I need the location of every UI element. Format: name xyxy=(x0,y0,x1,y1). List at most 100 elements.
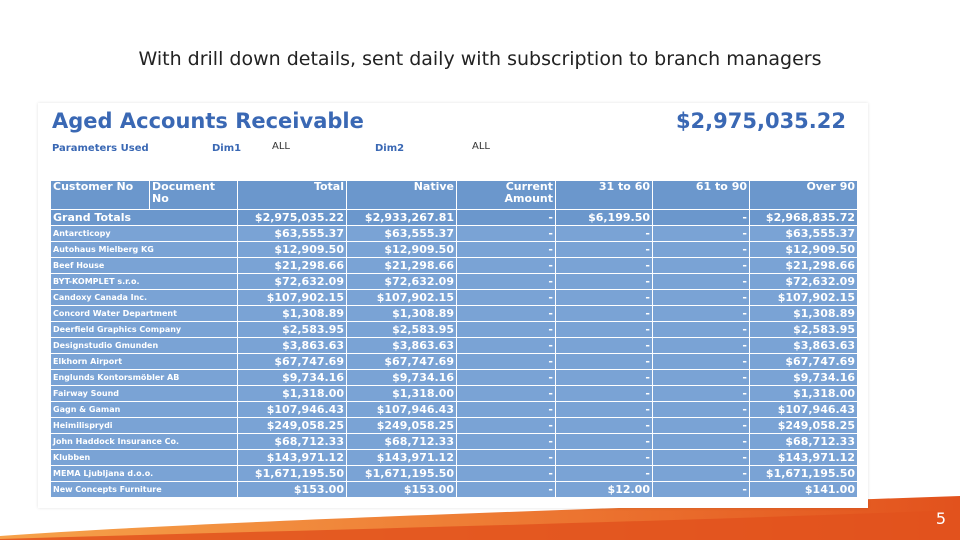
cell-31-60: - xyxy=(555,305,653,322)
page-number: 5 xyxy=(935,509,946,528)
customer-name-link[interactable]: John Haddock Insurance Co. xyxy=(50,433,238,450)
cell-total[interactable]: $107,902.15 xyxy=(237,289,347,306)
table-row[interactable]: Concord Water Department $1,308.89 $1,308.… xyxy=(50,305,858,322)
cell-over-90: $1,318.00 xyxy=(749,385,858,402)
table-row[interactable]: Fairway Sound $1,318.00 $1,318.00- - - $1,318… xyxy=(50,385,858,402)
cell-over-90: $141.00 xyxy=(749,481,858,498)
cell-native: $153.00 xyxy=(346,481,457,498)
customer-name-link[interactable]: Candoxy Canada Inc. xyxy=(50,289,238,306)
table-row[interactable]: Elkhorn Airport $67,747.69 $67,747.69- - - $6… xyxy=(50,353,858,370)
cell-61-90: - xyxy=(652,481,750,498)
table-row[interactable]: Autohaus Mielberg KG $12,909.50 $12,909.50… xyxy=(50,241,858,258)
column-header-document-no: Document No xyxy=(149,180,238,210)
cell-current: - xyxy=(456,337,556,354)
cell-total[interactable]: $9,734.16 xyxy=(237,369,347,386)
cell-native: $2,583.95 xyxy=(346,321,457,338)
customer-name-link[interactable]: Beef House xyxy=(50,257,238,274)
customer-name-link[interactable]: Heimilisprydi xyxy=(50,417,238,434)
table-row[interactable]: Deerfield Graphics Company $2,583.95 $2,58… xyxy=(50,321,858,338)
cell-current: - xyxy=(456,273,556,290)
cell-total[interactable]: $68,712.33 xyxy=(237,433,347,450)
cell-over-90: $68,712.33 xyxy=(749,433,858,450)
customer-name-link[interactable]: Fairway Sound xyxy=(50,385,238,402)
column-header-total: Total xyxy=(237,180,347,210)
cell-current: - xyxy=(456,257,556,274)
table-row[interactable]: Beef House $21,298.66 $21,298.66- - - $21,298… xyxy=(50,257,858,274)
cell-native: $1,308.89 xyxy=(346,305,457,322)
cell-31-60: - xyxy=(555,353,653,370)
cell-over-90: $107,902.15 xyxy=(749,289,858,306)
cell-over-90: $9,734.16 xyxy=(749,369,858,386)
cell-current: - xyxy=(456,433,556,450)
cell-total[interactable]: $63,555.37 xyxy=(237,225,347,242)
customer-name-link[interactable]: Klubben xyxy=(50,449,238,466)
dim2-label: Dim2 xyxy=(375,143,405,154)
cell-total[interactable]: $2,583.95 xyxy=(237,321,347,338)
grand-total-native: $2,933,267.81 xyxy=(346,209,457,226)
cell-over-90: $107,946.43 xyxy=(749,401,858,418)
grand-total-total[interactable]: $2,975,035.22 xyxy=(237,209,347,226)
cell-61-90: - xyxy=(652,337,750,354)
cell-native: $1,671,195.50 xyxy=(346,465,457,482)
cell-native: $249,058.25 xyxy=(346,417,457,434)
customer-name-link[interactable]: Englunds Kontorsmöbler AB xyxy=(50,369,238,386)
cell-over-90: $143,971.12 xyxy=(749,449,858,466)
cell-total[interactable]: $12,909.50 xyxy=(237,241,347,258)
cell-total[interactable]: $107,946.43 xyxy=(237,401,347,418)
table-row[interactable]: Heimilisprydi $249,058.25 $249,058.25- - - $2… xyxy=(50,417,858,434)
cell-current: - xyxy=(456,401,556,418)
customer-name-link[interactable]: Antarcticopy xyxy=(50,225,238,242)
table-row[interactable]: Klubben $143,971.12 $143,971.12- - - $143,971… xyxy=(50,449,858,466)
customer-name-link[interactable]: Concord Water Department xyxy=(50,305,238,322)
table-row[interactable]: Englunds Kontorsmöbler AB $9,734.16 $9,734… xyxy=(50,369,858,386)
cell-61-90: - xyxy=(652,273,750,290)
customer-name-link[interactable]: Autohaus Mielberg KG xyxy=(50,241,238,258)
cell-61-90: - xyxy=(652,385,750,402)
table-row[interactable]: Antarcticopy $63,555.37 $63,555.37- - - $63,5… xyxy=(50,225,858,242)
cell-total[interactable]: $3,863.63 xyxy=(237,337,347,354)
cell-total[interactable]: $1,318.00 xyxy=(237,385,347,402)
customer-name-link[interactable]: Gagn & Gaman xyxy=(50,401,238,418)
cell-total[interactable]: $1,308.89 xyxy=(237,305,347,322)
cell-native: $9,734.16 xyxy=(346,369,457,386)
cell-61-90: - xyxy=(652,241,750,258)
cell-61-90: - xyxy=(652,433,750,450)
table-row[interactable]: Candoxy Canada Inc. $107,902.15 $107,902.1… xyxy=(50,289,858,306)
customer-name-link[interactable]: BYT-KOMPLET s.r.o. xyxy=(50,273,238,290)
cell-total[interactable]: $249,058.25 xyxy=(237,417,347,434)
cell-over-90: $67,747.69 xyxy=(749,353,858,370)
cell-current: - xyxy=(456,289,556,306)
aged-ar-report: Aged Accounts Receivable $2,975,035.22 P… xyxy=(38,103,868,508)
cell-total[interactable]: $72,632.09 xyxy=(237,273,347,290)
column-header-current-amount: Current Amount xyxy=(456,180,556,210)
grand-totals-row[interactable]: Grand Totals $2,975,035.22 $2,933,267.81… xyxy=(50,209,858,226)
table-row[interactable]: MEMA Ljubljana d.o.o. $1,671,195.50 $1,671… xyxy=(50,465,858,482)
cell-total[interactable]: $67,747.69 xyxy=(237,353,347,370)
table-row[interactable]: Gagn & Gaman $107,946.43 $107,946.43- - - $10… xyxy=(50,401,858,418)
cell-31-60: - xyxy=(555,321,653,338)
table-row[interactable]: John Haddock Insurance Co. $68,712.33 $68,… xyxy=(50,433,858,450)
cell-current: - xyxy=(456,241,556,258)
grand-total-31-60: $6,199.50 xyxy=(555,209,653,226)
cell-total[interactable]: $143,971.12 xyxy=(237,449,347,466)
customer-name-link[interactable]: New Concepts Furniture xyxy=(50,481,238,498)
customer-name-link[interactable]: Elkhorn Airport xyxy=(50,353,238,370)
cell-over-90: $63,555.37 xyxy=(749,225,858,242)
table-row[interactable]: Designstudio Gmunden $3,863.63 $3,863.63- -… xyxy=(50,337,858,354)
cell-total[interactable]: $153.00 xyxy=(237,481,347,498)
grand-total-current: - xyxy=(456,209,556,226)
cell-over-90: $2,583.95 xyxy=(749,321,858,338)
column-header-native: Native xyxy=(346,180,457,210)
customer-name-link[interactable]: Designstudio Gmunden xyxy=(50,337,238,354)
table-row[interactable]: New Concepts Furniture $153.00 $153.00- $12… xyxy=(50,481,858,498)
customer-name-link[interactable]: MEMA Ljubljana d.o.o. xyxy=(50,465,238,482)
cell-31-60: - xyxy=(555,337,653,354)
cell-31-60: - xyxy=(555,241,653,258)
cell-31-60: - xyxy=(555,225,653,242)
customer-name-link[interactable]: Deerfield Graphics Company xyxy=(50,321,238,338)
cell-total[interactable]: $1,671,195.50 xyxy=(237,465,347,482)
dim2-value: ALL xyxy=(472,141,490,152)
cell-total[interactable]: $21,298.66 xyxy=(237,257,347,274)
table-row[interactable]: BYT-KOMPLET s.r.o. $72,632.09 $72,632.09- -… xyxy=(50,273,858,290)
slide-title: With drill down details, sent daily with… xyxy=(138,48,822,70)
